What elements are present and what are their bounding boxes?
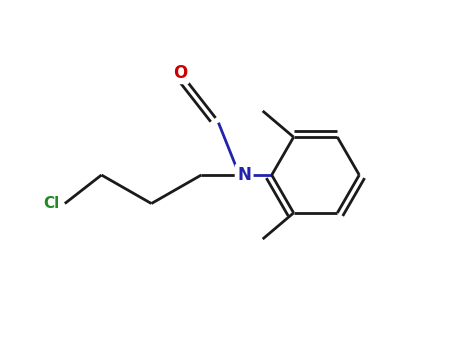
Text: N: N — [237, 166, 251, 184]
Text: Cl: Cl — [43, 196, 60, 211]
Text: O: O — [173, 64, 187, 82]
